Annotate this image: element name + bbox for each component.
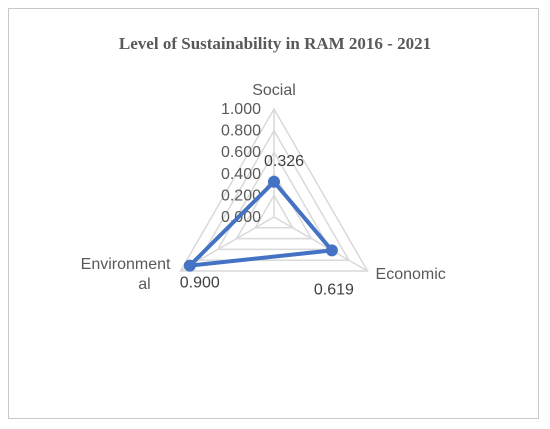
series-sustainability (183, 175, 338, 272)
tick-label: 0.800 (221, 123, 261, 140)
data-point (325, 244, 338, 257)
series-line (187, 179, 334, 268)
data-label: 0.900 (180, 275, 220, 292)
data-point (183, 259, 196, 272)
tick-label: 0.600 (221, 144, 261, 161)
grid-ring (216, 150, 332, 251)
data-label: 0.619 (314, 281, 354, 298)
tick-label: 0.000 (221, 209, 261, 226)
radar-chart: Level of Sustainability in RAM 2016 - 20… (81, 34, 446, 299)
data-labels: 0.326 0.619 0.900 (180, 153, 354, 299)
radial-tick-labels: 0.000 0.200 0.400 0.600 0.800 1.000 (221, 101, 261, 226)
data-point (268, 175, 280, 188)
category-label: Social (252, 82, 296, 99)
tick-label: 0.400 (221, 166, 261, 183)
grid-ring (179, 107, 369, 272)
category-label: Economic (376, 266, 446, 283)
category-label: al (138, 276, 150, 293)
tick-label: 1.000 (221, 101, 261, 118)
data-label: 0.326 (264, 153, 304, 170)
tick-label: 0.200 (221, 187, 261, 204)
grid-ring (197, 129, 351, 261)
grid-spoke (273, 216, 368, 272)
grid-ring (253, 193, 295, 229)
chart-frame: Level of Sustainability in RAM 2016 - 20… (8, 8, 539, 419)
category-labels: Social Economic Environment al (81, 82, 446, 293)
chart-title: Level of Sustainability in RAM 2016 - 20… (119, 34, 431, 53)
category-label: Environment (81, 256, 171, 273)
